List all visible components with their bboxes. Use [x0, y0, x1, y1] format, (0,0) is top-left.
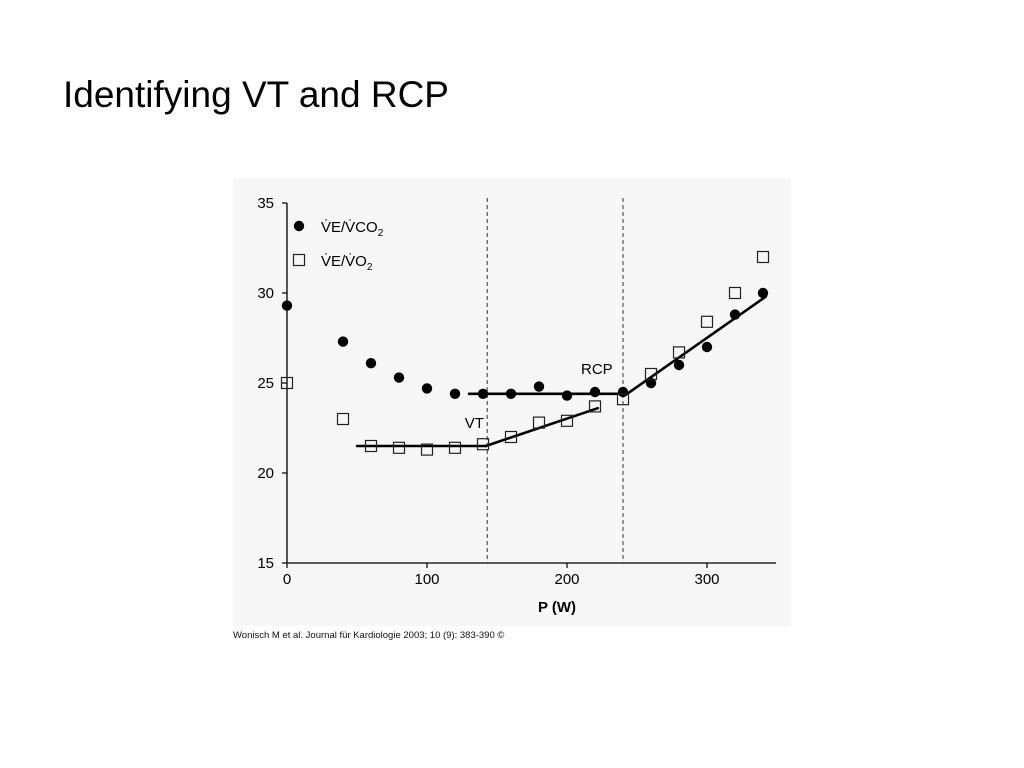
x-tick-label: 200 — [554, 571, 579, 588]
vo2-point — [672, 346, 686, 359]
y-tick-label: 15 — [257, 555, 274, 572]
annotation-label: RCP — [581, 361, 613, 378]
annotation-label: VT — [465, 415, 484, 432]
chart-axes: 15 20 25 30 35 0 100 200 300 — [257, 195, 776, 588]
vo2-point — [756, 250, 770, 264]
vco2-point — [589, 386, 601, 398]
legend-label-text: V̇E/V̇CO — [321, 219, 378, 236]
y-tick-label: 35 — [257, 195, 274, 212]
vco2-point — [477, 388, 489, 399]
vco2-point — [757, 287, 769, 299]
vo2-point — [336, 412, 350, 426]
y-tick-label: 25 — [257, 375, 274, 392]
legend-square-marker — [292, 253, 306, 267]
vco2-point — [673, 359, 685, 371]
vco2-point — [729, 309, 741, 320]
fit-line — [625, 295, 768, 396]
vco2-point — [645, 377, 657, 389]
vco2-point — [533, 381, 545, 392]
vco2-point — [701, 341, 713, 353]
x-tick-label: 100 — [414, 571, 439, 588]
fit-line — [484, 406, 600, 448]
source-caption: Wonisch M et al. Journal für Kardiologie… — [233, 630, 505, 641]
vo2-point — [476, 438, 490, 451]
vo2-point — [644, 367, 658, 381]
y-tick-label: 30 — [257, 285, 274, 302]
legend-circle-marker — [293, 220, 305, 232]
vco2-point — [393, 372, 405, 383]
vo2-point — [392, 441, 406, 454]
vco2-point — [505, 388, 517, 399]
x-tick-label: 300 — [694, 571, 719, 588]
vo2-point — [364, 439, 378, 453]
legend-label: V̇E/V̇O2 — [321, 253, 373, 273]
legend-label-subscript: 2 — [367, 262, 373, 273]
vo2-point — [700, 315, 714, 328]
x-tick-label: 0 — [283, 571, 291, 588]
vco2-point — [617, 386, 629, 398]
vo2-point — [448, 441, 462, 454]
chart-figure: 15 20 25 30 35 0 100 200 300 VT RCP V̇E/V̇CO2 V̇E/… — [233, 178, 791, 626]
vo2-point — [588, 400, 602, 413]
vco2-point — [449, 388, 461, 399]
vo2-point — [532, 416, 546, 429]
vo2-point — [504, 430, 518, 444]
vco2-point — [281, 300, 293, 311]
y-tick-label: 20 — [257, 465, 274, 482]
vo2-point — [560, 414, 574, 427]
vo2-point — [420, 443, 434, 456]
legend-label-subscript: 2 — [378, 228, 384, 239]
vco2-point — [421, 383, 433, 394]
x-axis-title: P (W) — [538, 599, 576, 616]
vo2-point — [728, 286, 742, 300]
vco2-point — [561, 390, 573, 401]
legend-label-text: V̇E/V̇O — [321, 253, 367, 270]
slide-title: Identifying VT and RCP — [63, 74, 449, 115]
vco2-point — [365, 358, 377, 369]
threshold-lines — [486, 198, 624, 563]
annotations: VT RCP — [465, 361, 613, 432]
data-points — [280, 250, 770, 456]
vo2-point — [280, 376, 294, 390]
vo2-point — [616, 393, 630, 406]
vco2-point — [337, 336, 349, 347]
legend-label: V̇E/V̇CO2 — [321, 219, 384, 239]
